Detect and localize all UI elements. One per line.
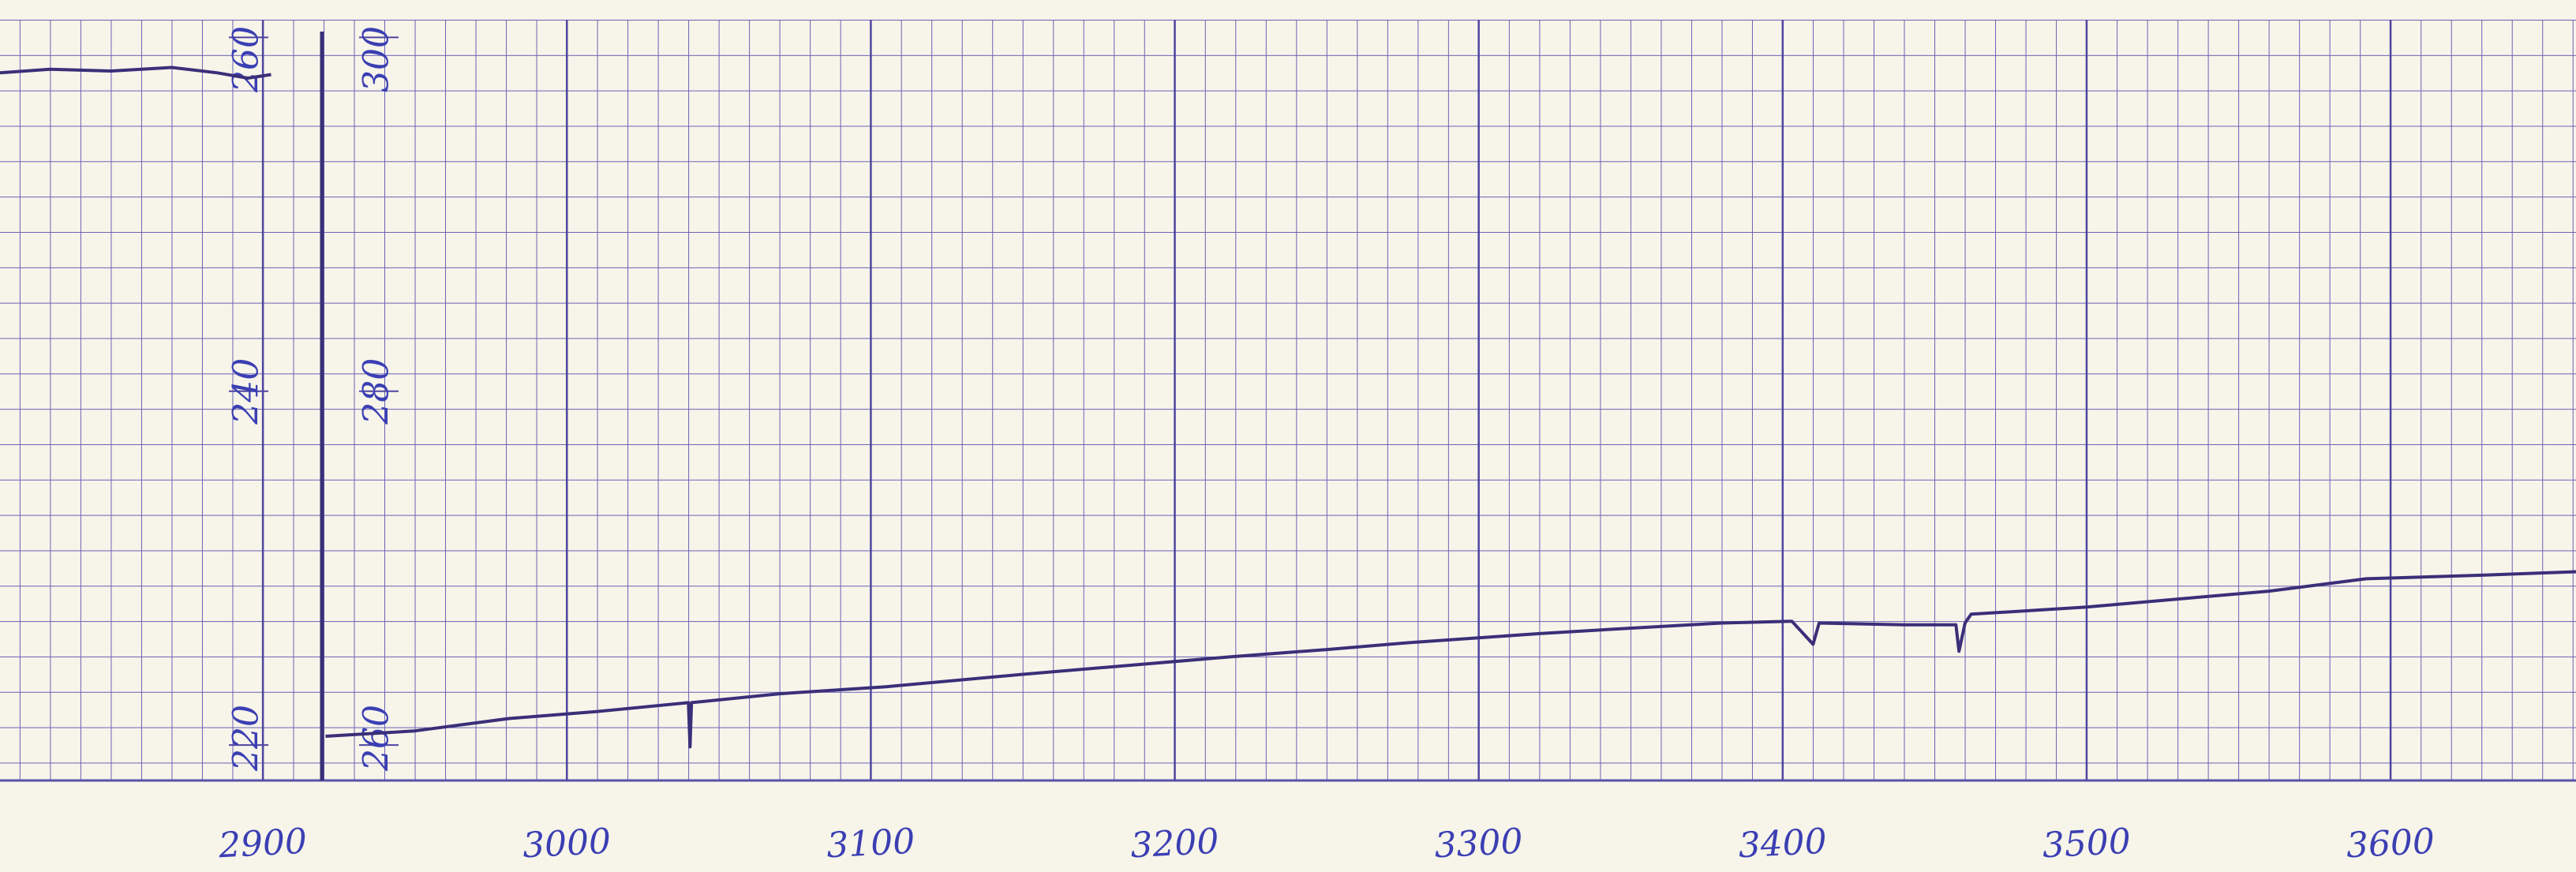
y-tick-label: 240 [227, 358, 267, 425]
x-tick-label: 3400 [1737, 821, 1828, 866]
x-tick-label: 3300 [1433, 821, 1524, 866]
y2-tick-label: 260 [357, 705, 397, 772]
y2-tick-label: 280 [357, 358, 397, 425]
y-tick-label: 260 [227, 26, 267, 93]
x-tick-label: 2900 [217, 821, 308, 866]
x-tick-label: 3500 [2042, 821, 2132, 866]
y2-tick-label: 300 [357, 26, 397, 92]
plot-area: 2900 3000 3100 3200 3300 3400 3500 3600 220 240 26… [0, 20, 2576, 866]
trace-line [325, 570, 2576, 749]
x-tick-label: 3100 [826, 821, 916, 866]
x-tick-label: 3000 [522, 821, 612, 866]
x-tick-label: 3600 [2346, 821, 2436, 866]
trace-line [0, 65, 271, 80]
y-tick-label: 220 [227, 705, 267, 772]
x-tick-label: 3200 [1129, 821, 1220, 866]
